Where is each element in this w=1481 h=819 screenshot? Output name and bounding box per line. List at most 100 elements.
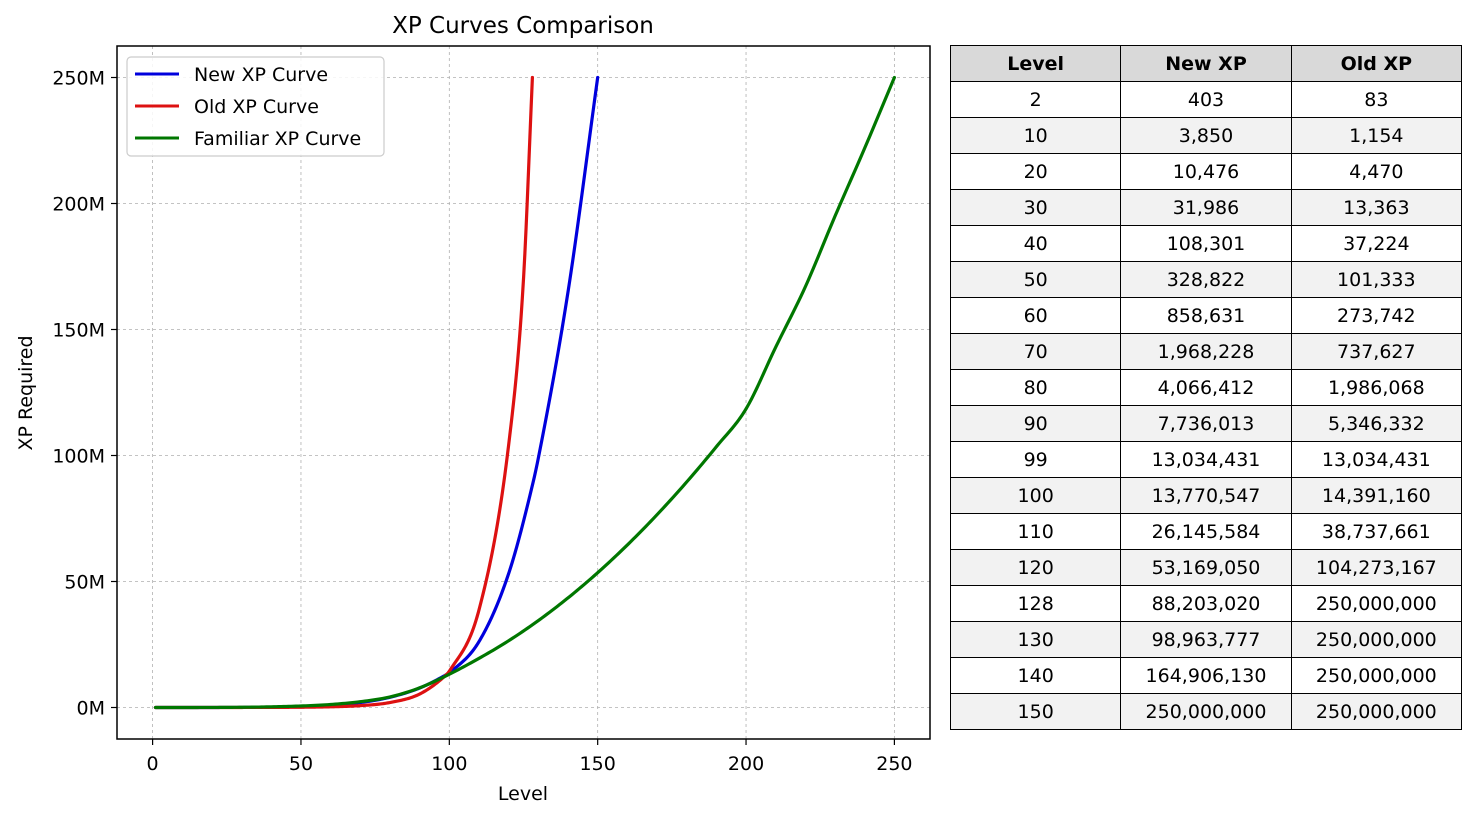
table-header-row: Level New XP Old XP	[949, 45, 1463, 82]
x-axis-label: Level	[498, 783, 548, 805]
table-row: 128 88,203,020 250,000,000	[949, 585, 1463, 622]
cell-level: 50	[949, 261, 1122, 298]
cell-old-xp: 5,346,332	[1290, 405, 1463, 442]
cell-old-xp: 101,333	[1290, 261, 1463, 298]
cell-level: 140	[949, 657, 1122, 694]
cell-new-xp: 328,822	[1120, 261, 1292, 298]
legend-label: Old XP Curve	[194, 96, 319, 118]
cell-level: 60	[949, 297, 1122, 334]
cell-old-xp: 250,000,000	[1290, 585, 1463, 622]
cell-new-xp: 4,066,412	[1120, 369, 1292, 406]
table-row: 2 403 83	[949, 81, 1463, 118]
cell-old-xp: 13,034,431	[1290, 441, 1463, 478]
xp-table: Level New XP Old XP 2 403 83 10 3,850 1,154 20…	[949, 45, 1463, 730]
series-line	[153, 75, 600, 710]
table-row: 120 53,169,050 104,273,167	[949, 549, 1463, 586]
cell-level: 40	[949, 225, 1122, 262]
cell-old-xp: 1,986,068	[1290, 369, 1463, 406]
y-tick-label: 0M	[77, 698, 105, 720]
cell-new-xp: 858,631	[1120, 297, 1292, 334]
y-tick-label: 200M	[52, 194, 105, 216]
table-row: 10 3,850 1,154	[949, 117, 1463, 154]
legend-item: Familiar XP Curve	[135, 128, 361, 150]
legend-box	[126, 56, 385, 157]
table-row: 99 13,034,431 13,034,431	[949, 441, 1463, 478]
cell-level: 128	[949, 585, 1122, 622]
cell-old-xp: 4,470	[1290, 153, 1463, 190]
cell-level: 30	[949, 189, 1122, 226]
legend-item: Old XP Curve	[135, 96, 319, 118]
cell-level: 110	[949, 513, 1122, 550]
cell-old-xp: 83	[1290, 81, 1463, 118]
xp-curves-chart: XP Curves Comparison 0 50 100 150 200 250 0M 5…	[15, 13, 931, 805]
table-row: 60 858,631 273,742	[949, 297, 1463, 334]
cell-new-xp: 1,968,228	[1120, 333, 1292, 370]
cell-new-xp: 88,203,020	[1120, 585, 1292, 622]
y-tick-label: 50M	[64, 572, 105, 594]
cell-old-xp: 250,000,000	[1290, 693, 1463, 730]
cell-old-xp: 250,000,000	[1290, 657, 1463, 694]
cell-level: 150	[949, 693, 1122, 730]
x-axis-ticks: 0 50 100 150 200 250	[147, 739, 913, 775]
table-row: 30 31,986 13,363	[949, 189, 1463, 226]
series-lines	[153, 75, 896, 710]
series-line	[153, 75, 535, 710]
cell-new-xp: 108,301	[1120, 225, 1292, 262]
cell-level: 10	[949, 117, 1122, 154]
x-tick-label: 200	[728, 753, 764, 775]
cell-new-xp: 3,850	[1120, 117, 1292, 154]
table-row: 130 98,963,777 250,000,000	[949, 621, 1463, 658]
cell-old-xp: 104,273,167	[1290, 549, 1463, 586]
header-level: Level	[949, 45, 1122, 82]
cell-level: 130	[949, 621, 1122, 658]
table-row: 20 10,476 4,470	[949, 153, 1463, 190]
cell-level: 80	[949, 369, 1122, 406]
y-tick-label: 100M	[52, 446, 105, 468]
table-row: 140 164,906,130 250,000,000	[949, 657, 1463, 694]
cell-new-xp: 403	[1120, 81, 1292, 118]
cell-new-xp: 10,476	[1120, 153, 1292, 190]
table-row: 150 250,000,000 250,000,000	[949, 693, 1463, 730]
cell-new-xp: 53,169,050	[1120, 549, 1292, 586]
cell-level: 2	[949, 81, 1122, 118]
cell-new-xp: 31,986	[1120, 189, 1292, 226]
cell-old-xp: 38,737,661	[1290, 513, 1463, 550]
cell-new-xp: 250,000,000	[1120, 693, 1292, 730]
cell-level: 90	[949, 405, 1122, 442]
cell-level: 99	[949, 441, 1122, 478]
table-row: 40 108,301 37,224	[949, 225, 1463, 262]
x-tick-label: 50	[289, 753, 313, 775]
y-axis-ticks: 0M 50M 100M 150M 200M 250M	[52, 68, 117, 720]
cell-old-xp: 14,391,160	[1290, 477, 1463, 514]
cell-level: 20	[949, 153, 1122, 190]
cell-level: 120	[949, 549, 1122, 586]
cell-old-xp: 37,224	[1290, 225, 1463, 262]
cell-old-xp: 737,627	[1290, 333, 1463, 370]
cell-new-xp: 7,736,013	[1120, 405, 1292, 442]
cell-old-xp: 273,742	[1290, 297, 1463, 334]
grid-lines	[117, 46, 930, 739]
table-row: 100 13,770,547 14,391,160	[949, 477, 1463, 514]
cell-level: 100	[949, 477, 1122, 514]
x-tick-label: 150	[580, 753, 616, 775]
cell-new-xp: 13,770,547	[1120, 477, 1292, 514]
cell-old-xp: 250,000,000	[1290, 621, 1463, 658]
legend-label: Familiar XP Curve	[194, 128, 361, 150]
table-row: 50 328,822 101,333	[949, 261, 1463, 298]
cell-new-xp: 13,034,431	[1120, 441, 1292, 478]
plot-frame	[116, 45, 931, 740]
header-old-xp: Old XP	[1290, 45, 1463, 82]
y-tick-label: 150M	[52, 320, 105, 342]
cell-level: 70	[949, 333, 1122, 370]
y-tick-label: 250M	[52, 68, 105, 90]
table-body: 2 403 83 10 3,850 1,154 20 10,476 4,470 30 31,986 1…	[949, 81, 1463, 730]
table-row: 70 1,968,228 737,627	[949, 333, 1463, 370]
legend: New XP Curve Old XP Curve Familiar XP Cu…	[126, 56, 385, 157]
legend-label: New XP Curve	[194, 64, 328, 86]
cell-old-xp: 1,154	[1290, 117, 1463, 154]
table-row: 80 4,066,412 1,986,068	[949, 369, 1463, 406]
table-row: 90 7,736,013 5,346,332	[949, 405, 1463, 442]
table-row: 110 26,145,584 38,737,661	[949, 513, 1463, 550]
legend-item: New XP Curve	[135, 64, 328, 86]
cell-new-xp: 98,963,777	[1120, 621, 1292, 658]
